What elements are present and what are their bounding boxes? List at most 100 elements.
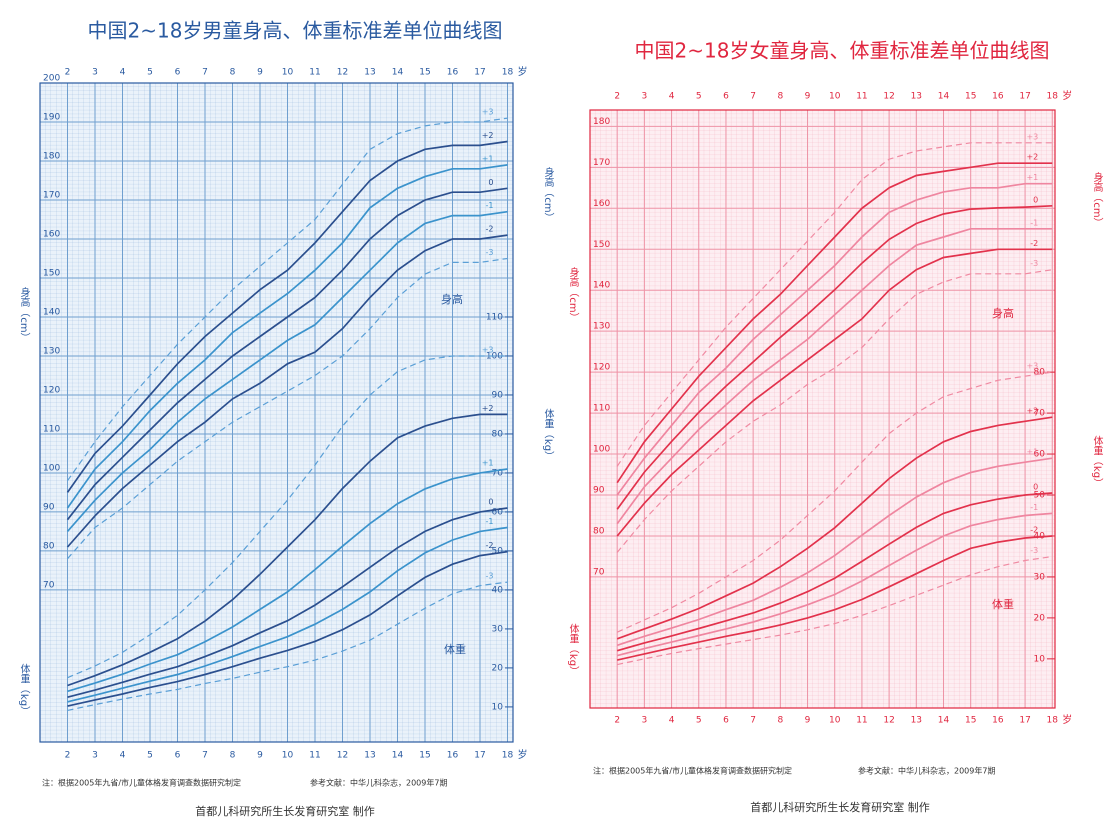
y-tick-label: 130 bbox=[43, 346, 60, 356]
series-label: -1 bbox=[486, 201, 494, 210]
x-tick-label: 18 bbox=[1047, 716, 1059, 726]
x-tick-label: 10 bbox=[829, 92, 841, 102]
x-unit: 岁 bbox=[518, 748, 528, 761]
y2-axis-label: 体重（kg） bbox=[542, 409, 554, 461]
x-tick-label: 14 bbox=[938, 92, 950, 102]
y2-tick-label: 30 bbox=[1034, 572, 1046, 582]
x-tick-label: 8 bbox=[777, 716, 783, 726]
y-tick-label: 150 bbox=[43, 268, 60, 278]
x-tick-label: 17 bbox=[474, 751, 485, 761]
x-tick-label: 12 bbox=[883, 92, 894, 102]
y-axis-label: 身高（cm） bbox=[567, 266, 579, 322]
x-unit: 岁 bbox=[518, 65, 528, 78]
growth-curve bbox=[66, 187, 508, 521]
series-label: +2 bbox=[1026, 407, 1038, 416]
y-tick-label: 80 bbox=[43, 541, 55, 551]
x-tick-label: 17 bbox=[474, 68, 485, 78]
x-tick-label: 9 bbox=[257, 68, 263, 78]
y-tick-label: 170 bbox=[43, 190, 60, 200]
series-label: -2 bbox=[1030, 239, 1038, 248]
y-tick-label: 90 bbox=[43, 502, 55, 512]
x-tick-label: 15 bbox=[419, 68, 430, 78]
x-tick-label: 2 bbox=[614, 716, 620, 726]
series-label: -3 bbox=[1030, 259, 1038, 268]
x-tick-label: 11 bbox=[856, 92, 867, 102]
x-tick-label: 3 bbox=[642, 716, 648, 726]
series-label: -1 bbox=[486, 517, 494, 526]
annotation: 体重 bbox=[444, 642, 466, 656]
annotation: 体重 bbox=[992, 597, 1014, 611]
x-tick-label: 6 bbox=[175, 68, 181, 78]
growth-curve bbox=[616, 204, 1053, 510]
y2-axis-label: 体重（kg） bbox=[567, 624, 579, 676]
y-tick-label: 80 bbox=[593, 526, 605, 536]
x-tick-label: 9 bbox=[257, 751, 263, 761]
y-tick-label: 170 bbox=[593, 158, 610, 168]
growth-curve bbox=[67, 413, 508, 687]
x-tick-label: 8 bbox=[230, 68, 236, 78]
y2-tick-label: 10 bbox=[1034, 654, 1046, 664]
x-tick-label: 8 bbox=[230, 751, 236, 761]
series-label: -2 bbox=[1030, 525, 1038, 534]
x-unit: 岁 bbox=[1062, 89, 1072, 102]
growth-curve bbox=[66, 164, 508, 509]
credit: 首都儿科研究所生长发育研究室 制作 bbox=[195, 804, 375, 818]
y-tick-label: 200 bbox=[43, 74, 60, 84]
x-tick-label: 17 bbox=[1019, 716, 1030, 726]
credit: 首都儿科研究所生长发育研究室 制作 bbox=[750, 800, 930, 814]
reference: 参考文献：中华儿科杂志，2009年7期 bbox=[310, 778, 447, 788]
x-tick-label: 16 bbox=[447, 68, 459, 78]
series-label: +3 bbox=[482, 108, 494, 117]
series-label: +2 bbox=[1026, 153, 1038, 162]
y-tick-label: 140 bbox=[43, 307, 60, 317]
y2-tick-label: 70 bbox=[1034, 409, 1046, 419]
y-tick-label: 160 bbox=[593, 199, 610, 209]
growth-curve bbox=[67, 550, 508, 707]
series-label: -1 bbox=[1030, 218, 1038, 227]
growth-curve bbox=[616, 371, 1053, 633]
x-tick-label: 16 bbox=[447, 751, 459, 761]
series-label: +3 bbox=[1026, 362, 1038, 371]
annotation: 身高 bbox=[992, 306, 1014, 320]
growth-curve bbox=[617, 555, 1053, 666]
series-label: -2 bbox=[486, 225, 494, 234]
x-tick-label: 4 bbox=[669, 716, 675, 726]
x-tick-label: 12 bbox=[883, 716, 894, 726]
y2-tick-label: 50 bbox=[492, 546, 504, 556]
y-tick-label: 180 bbox=[593, 117, 610, 127]
x-tick-label: 13 bbox=[911, 92, 922, 102]
x-tick-label: 18 bbox=[502, 751, 514, 761]
y-tick-label: 120 bbox=[593, 363, 610, 373]
y2-tick-label: 20 bbox=[1034, 613, 1046, 623]
x-tick-label: 6 bbox=[723, 92, 729, 102]
x-tick-label: 13 bbox=[364, 751, 375, 761]
growth-curve bbox=[616, 416, 1053, 640]
x-tick-label: 14 bbox=[392, 68, 404, 78]
x-tick-label: 4 bbox=[669, 92, 675, 102]
growth-curve bbox=[67, 468, 508, 693]
x-tick-label: 18 bbox=[502, 68, 514, 78]
note: 注：根据2005年九省/市儿童体格发育调查数据研究制定 bbox=[593, 766, 792, 776]
y2-tick-label: 110 bbox=[486, 312, 503, 322]
chart-title: 中国2~18岁男童身高、体重标准差单位曲线图 bbox=[88, 19, 503, 43]
x-tick-label: 2 bbox=[65, 751, 71, 761]
y2-tick-label: 70 bbox=[492, 468, 504, 478]
y2-tick-label: 80 bbox=[1034, 368, 1046, 378]
growth-curve bbox=[617, 535, 1053, 661]
growth-curve bbox=[616, 248, 1053, 537]
y2-tick-label: 20 bbox=[492, 663, 504, 673]
growth-curve bbox=[616, 512, 1053, 657]
x-tick-label: 14 bbox=[392, 751, 404, 761]
x-tick-label: 13 bbox=[364, 68, 375, 78]
x-tick-label: 6 bbox=[175, 751, 181, 761]
x-tick-label: 11 bbox=[309, 68, 320, 78]
x-tick-label: 16 bbox=[992, 716, 1004, 726]
series-label: -3 bbox=[486, 248, 494, 257]
x-tick-label: 10 bbox=[282, 68, 294, 78]
note: 注：根据2005年九省/市儿童体格发育调查数据研究制定 bbox=[42, 778, 241, 788]
x-tick-label: 18 bbox=[1047, 92, 1059, 102]
y-tick-label: 110 bbox=[593, 404, 610, 414]
x-tick-label: 7 bbox=[750, 716, 756, 726]
y-tick-label: 160 bbox=[43, 229, 60, 239]
